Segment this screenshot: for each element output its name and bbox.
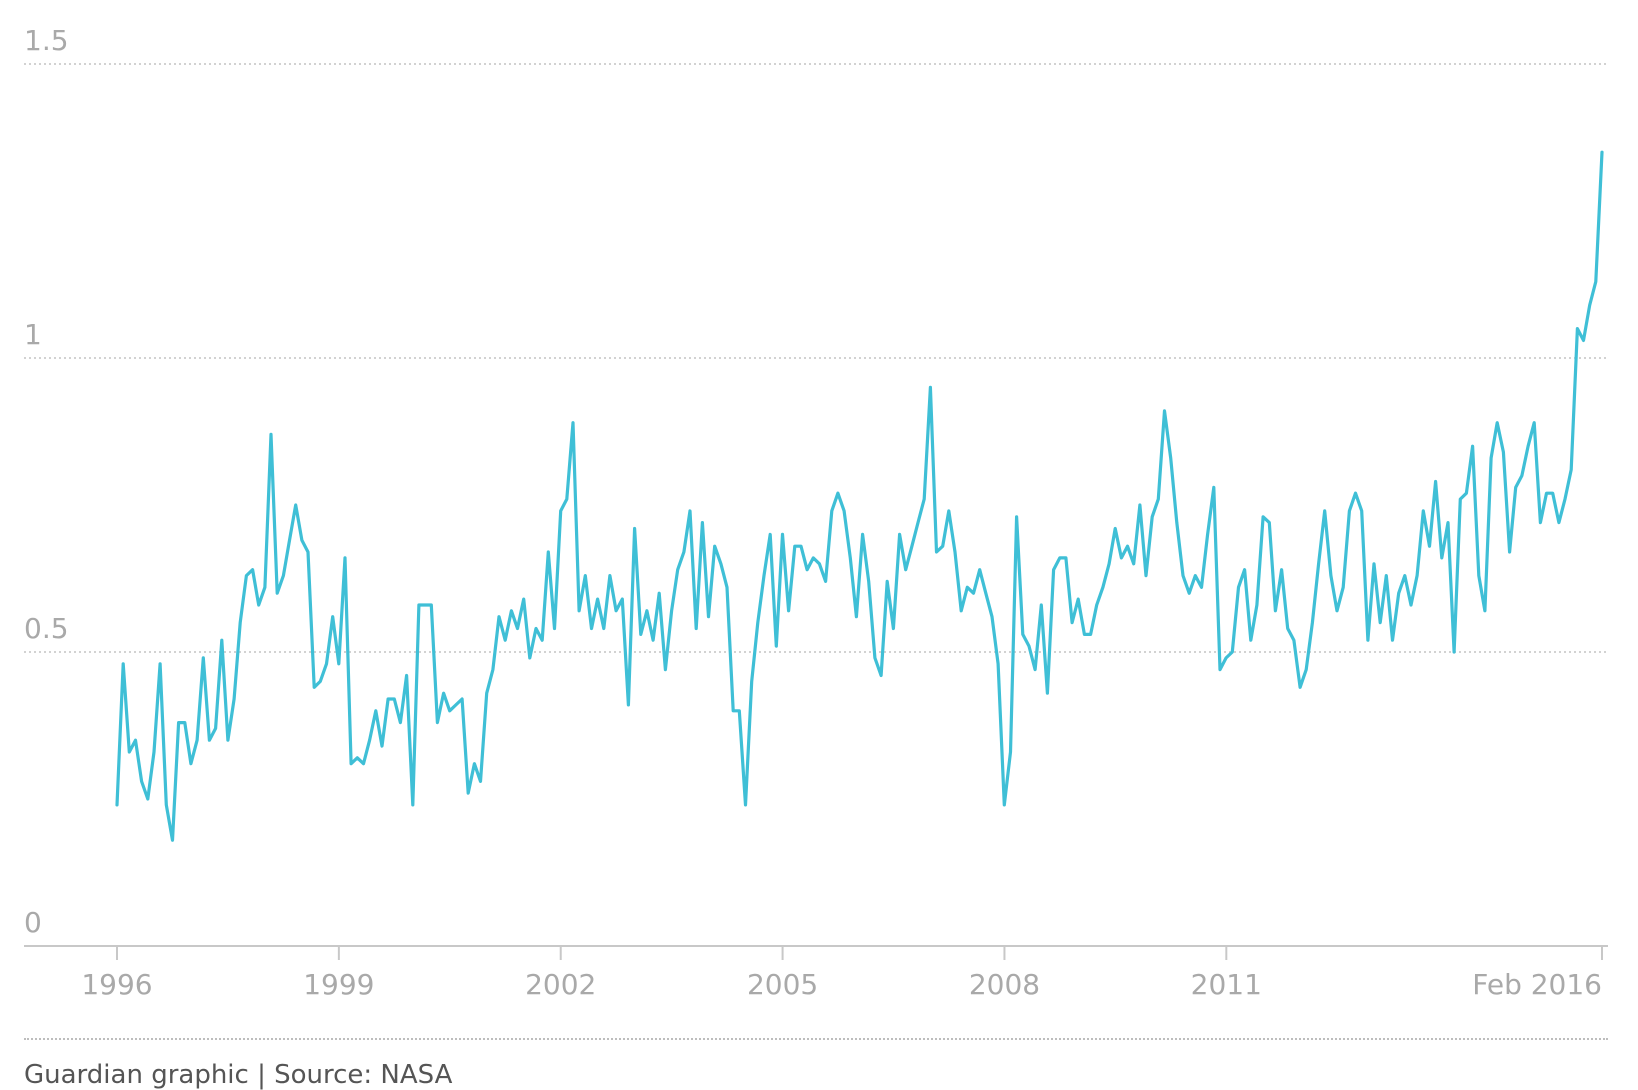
x-tick-label: 2008 xyxy=(969,968,1040,1001)
x-tick-label: 2005 xyxy=(747,968,818,1001)
y-tick-label: 0.5 xyxy=(24,612,69,645)
x-axis-ticks: 1996 1999 2002 2005 2008 2011 Feb 2016 xyxy=(81,946,1603,1001)
y-tick-label: 1 xyxy=(24,318,42,351)
y-axis-tick-labels: 0 0.5 1 1.5 xyxy=(24,24,69,939)
x-tick-label: 2002 xyxy=(525,968,596,1001)
x-tick-label: Feb 2016 xyxy=(1472,968,1602,1001)
source-credit: Guardian graphic | Source: NASA xyxy=(24,1060,453,1090)
x-tick-label: 1996 xyxy=(81,968,152,1001)
series-line xyxy=(115,150,1604,842)
y-tick-label: 1.5 xyxy=(24,24,69,57)
gridlines xyxy=(24,63,1608,653)
x-tick-label: 2011 xyxy=(1191,968,1262,1001)
footer-divider xyxy=(24,1038,1608,1040)
y-tick-label: 0 xyxy=(24,906,42,939)
x-tick-label: 1999 xyxy=(303,968,374,1001)
